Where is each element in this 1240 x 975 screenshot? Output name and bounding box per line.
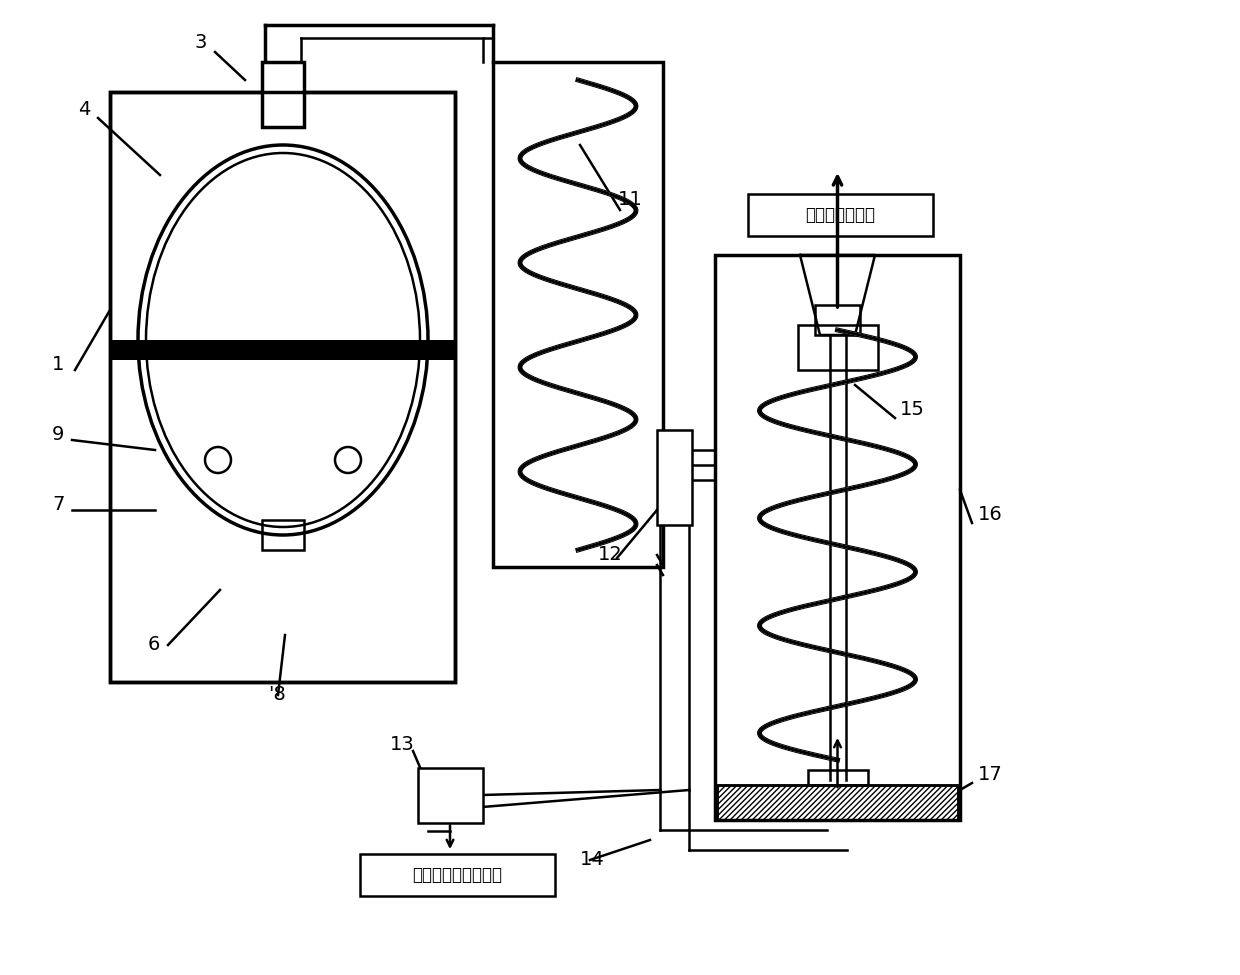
Bar — [262, 62, 304, 127]
Text: 1: 1 — [52, 355, 64, 374]
Bar — [797, 325, 878, 370]
Text: 13: 13 — [391, 735, 414, 754]
Bar — [717, 785, 959, 820]
Bar — [807, 770, 868, 785]
Text: 9: 9 — [52, 425, 64, 444]
Text: 通往第二单元外水箱: 通往第二单元外水箱 — [412, 866, 502, 884]
Bar — [748, 194, 932, 236]
Text: '8: '8 — [268, 685, 285, 704]
Text: 15: 15 — [900, 400, 925, 419]
Bar — [494, 62, 663, 567]
Bar — [110, 92, 455, 682]
Bar — [110, 340, 455, 360]
Bar — [418, 767, 482, 823]
Bar — [717, 785, 959, 820]
Bar — [815, 305, 861, 335]
Text: 4: 4 — [78, 100, 91, 119]
Text: 通往加热炉炉腹: 通往加热炉炉腹 — [805, 206, 875, 224]
Text: 14: 14 — [580, 850, 605, 869]
Text: 3: 3 — [195, 33, 207, 52]
Text: 11: 11 — [618, 190, 642, 209]
Bar — [657, 430, 692, 525]
Text: 12: 12 — [598, 545, 622, 564]
Text: 7: 7 — [52, 495, 64, 514]
Bar — [715, 255, 960, 820]
Text: 6: 6 — [148, 635, 160, 654]
Bar — [360, 854, 554, 896]
Text: 17: 17 — [978, 765, 1003, 784]
Bar — [262, 520, 304, 550]
Bar — [110, 92, 455, 682]
Text: 16: 16 — [978, 505, 1003, 524]
